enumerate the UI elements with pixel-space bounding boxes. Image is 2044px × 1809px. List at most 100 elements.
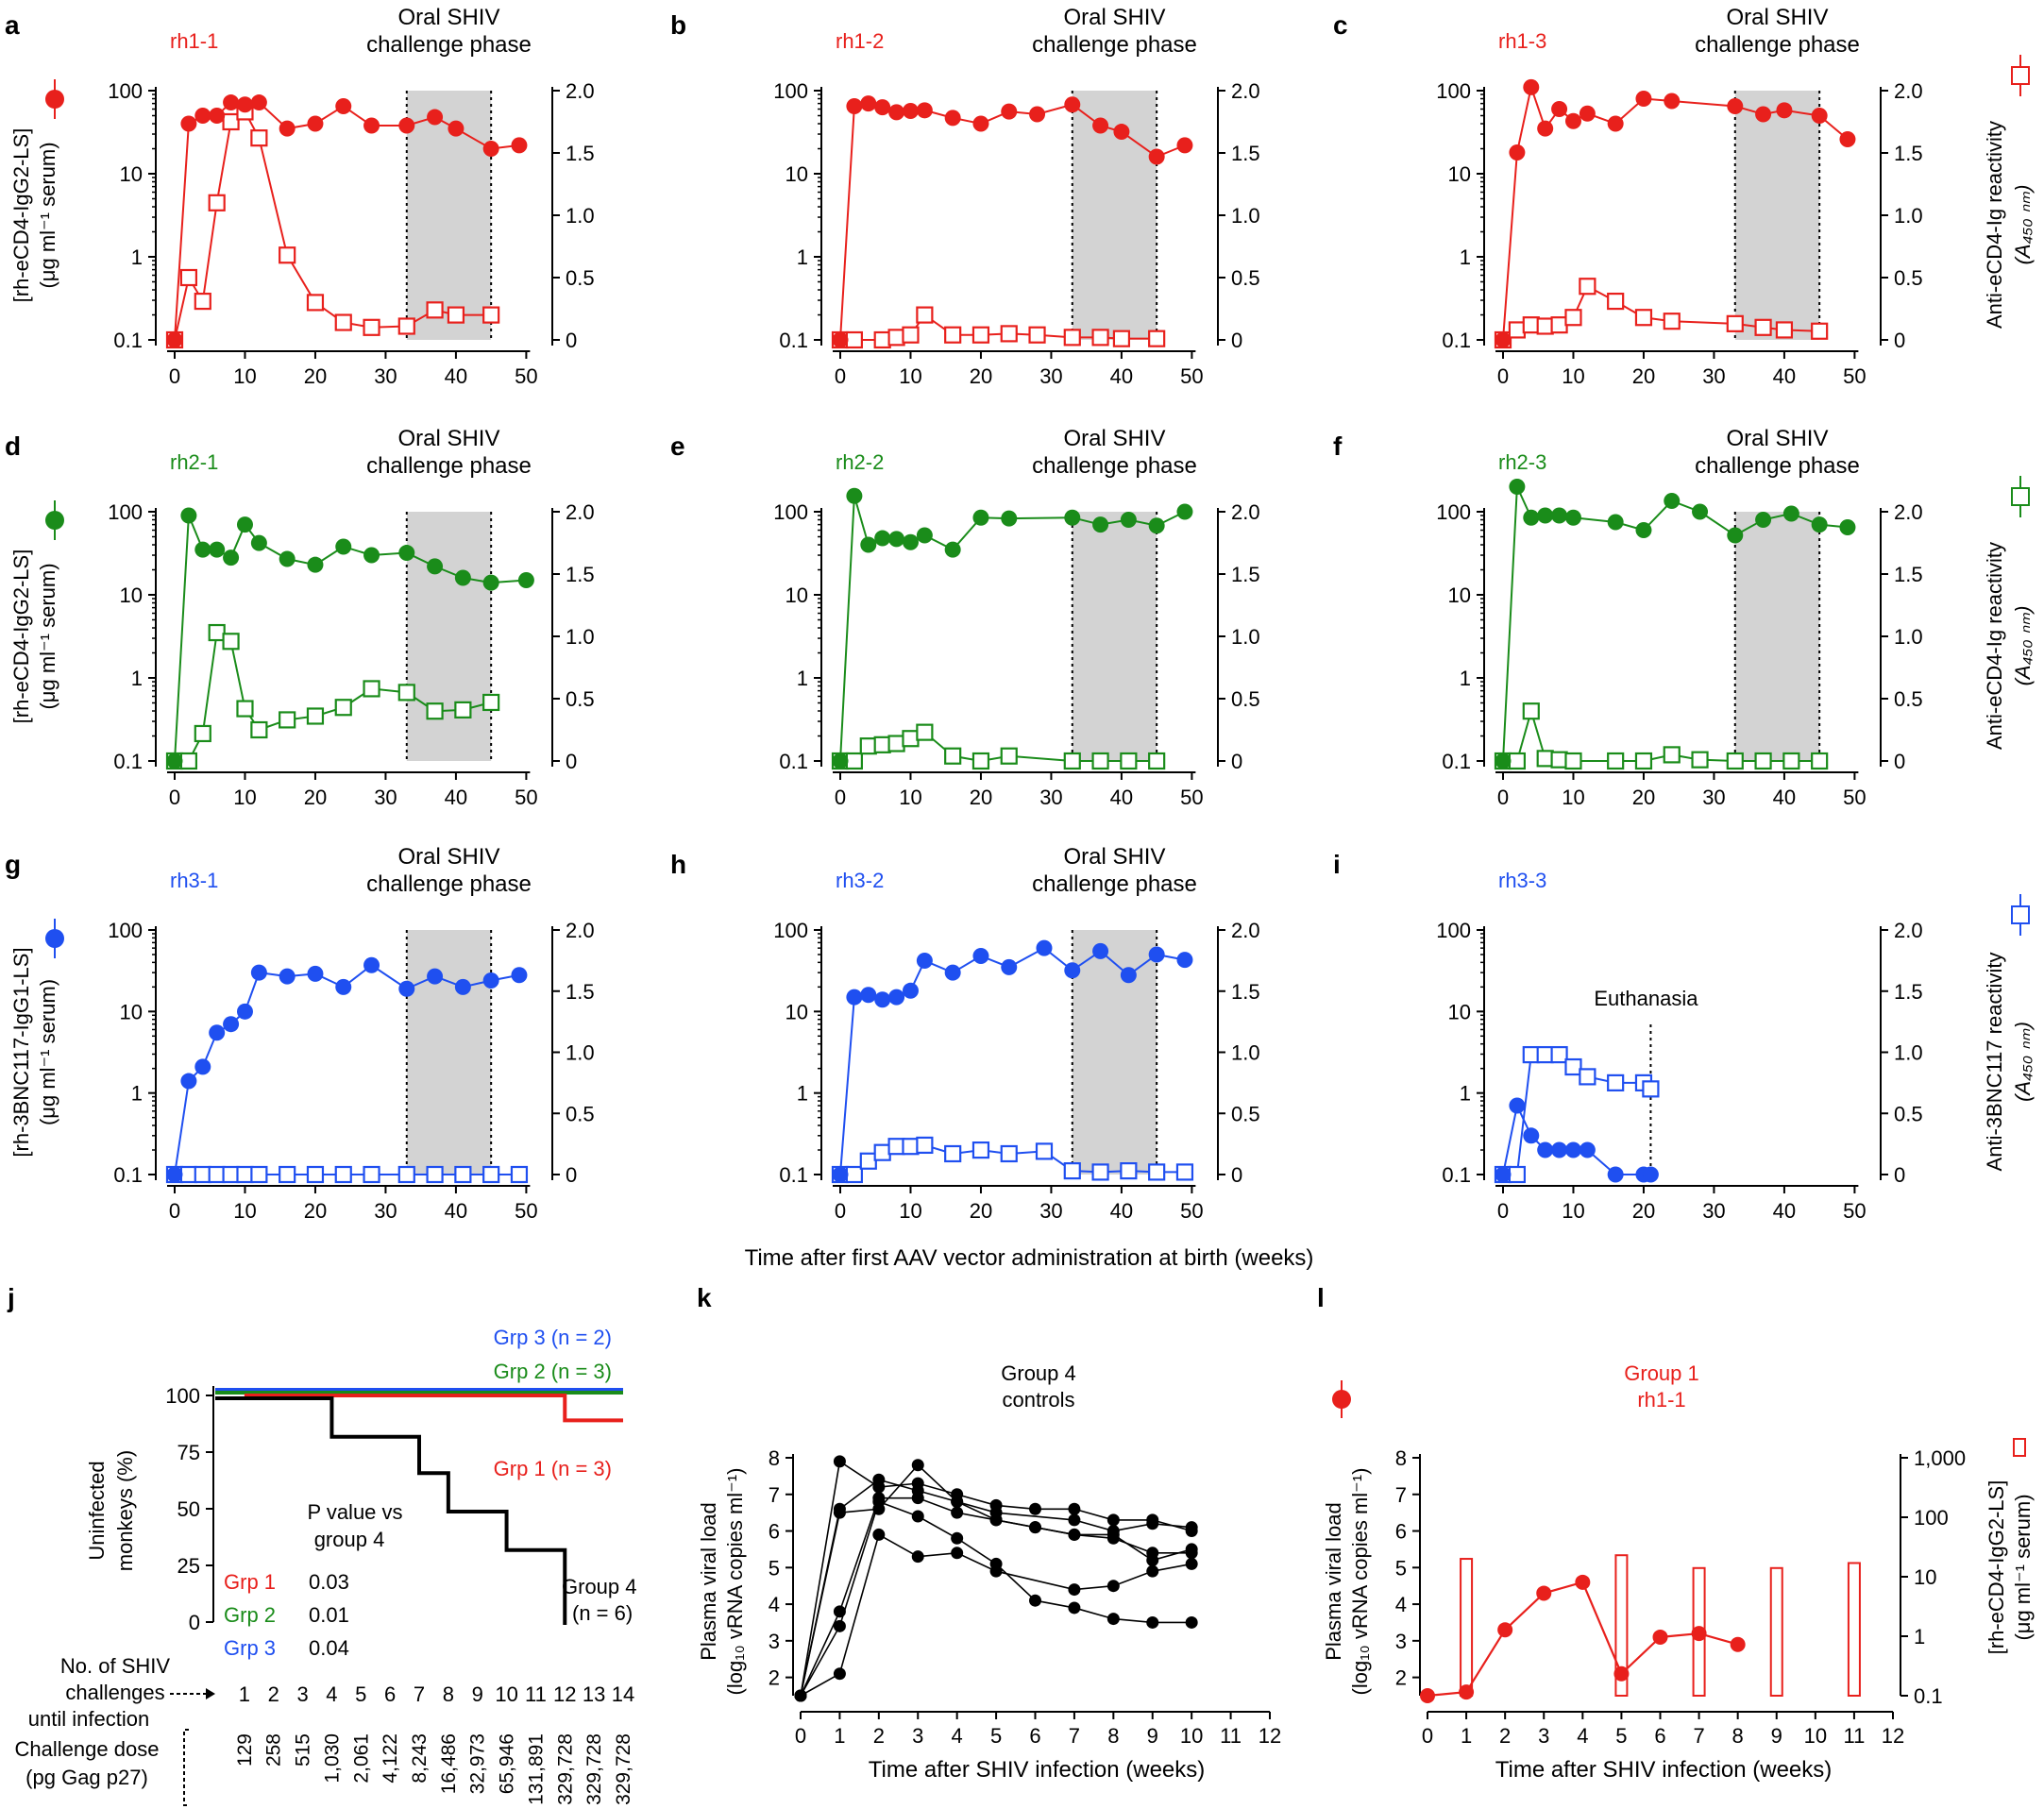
y2-tick-label: 0	[1231, 750, 1242, 773]
x-tick-label: 20	[304, 786, 327, 809]
viral-load-point	[1652, 1629, 1668, 1645]
point-absorbance	[1564, 1057, 1582, 1076]
concentration-bar	[1769, 1566, 1783, 1698]
point-absorbance	[1536, 1045, 1554, 1064]
point-concentration	[1148, 946, 1165, 963]
challenge-number: 1	[239, 1682, 250, 1706]
y-tick-label: 0.1	[113, 750, 143, 773]
point-concentration	[398, 980, 415, 997]
y-axis-title: (μg ml⁻¹ serum)	[36, 979, 59, 1125]
x-axis-title: Time after SHIV infection (weeks)	[869, 1757, 1206, 1783]
challenge-label: challenge phase	[366, 32, 532, 58]
point-absorbance	[916, 723, 934, 741]
point-absorbance	[1579, 278, 1596, 296]
y-tick-label: 100	[108, 79, 143, 103]
y2-tick-label: 1	[1914, 1625, 1925, 1648]
data-point	[911, 1550, 924, 1564]
point-concentration	[1523, 509, 1540, 526]
panel-title: rh1-1	[1637, 1388, 1685, 1412]
point-absorbance	[971, 752, 990, 770]
point-concentration	[1537, 507, 1554, 524]
point-concentration	[860, 536, 877, 553]
data-point	[833, 1502, 846, 1515]
point-concentration	[1001, 958, 1018, 975]
point-concentration	[874, 991, 891, 1008]
y-tick-label: 1	[797, 1082, 808, 1106]
point-concentration	[1495, 1166, 1512, 1183]
challenge-number: 9	[472, 1682, 483, 1706]
point-concentration	[1664, 93, 1681, 110]
point-absorbance	[334, 1165, 352, 1184]
data-point	[1068, 1583, 1081, 1597]
x-tick-label: 50	[1180, 364, 1203, 388]
point-concentration	[250, 534, 267, 551]
point-concentration	[1036, 939, 1053, 956]
dose-bracket	[183, 1729, 189, 1806]
point-concentration	[1551, 101, 1568, 118]
point-concentration	[1782, 505, 1799, 522]
challenge-number: 12	[553, 1682, 576, 1706]
pvalue-group: Grp 2	[224, 1603, 276, 1627]
challenge-label: challenge phase	[366, 453, 532, 479]
y-tick-label: 1	[131, 667, 143, 690]
y2-axis-title: Anti-3BNC117 reactivity	[1983, 953, 2006, 1172]
point-absorbance	[250, 1165, 268, 1184]
point-concentration	[209, 541, 226, 558]
y2-tick-label: 1.5	[1894, 142, 1923, 165]
x-tick-label: 40	[1110, 786, 1133, 809]
point-concentration	[1523, 1127, 1540, 1144]
point-concentration	[1523, 78, 1540, 95]
x-tick-label: 0	[835, 1199, 846, 1223]
point-absorbance	[1112, 330, 1131, 347]
x-tick-label: 3	[1538, 1724, 1549, 1748]
point-concentration	[1509, 1097, 1526, 1114]
point-concentration	[1001, 103, 1018, 120]
panel-letter: i	[1333, 850, 1341, 879]
dose-value: 4,122	[380, 1733, 401, 1784]
data-point	[794, 1689, 807, 1702]
challenge-shade	[1072, 930, 1157, 1175]
challenge-number: 10	[495, 1682, 517, 1706]
y2-tick-label: 100	[1914, 1506, 1949, 1530]
point-absorbance	[1120, 1162, 1138, 1180]
point-concentration	[972, 948, 989, 965]
challenge-number: 5	[355, 1682, 366, 1706]
x-tick-label: 10	[1562, 786, 1584, 809]
point-absorbance	[363, 318, 380, 336]
point-concentration	[194, 1058, 211, 1075]
y2-tick-label: 0	[1894, 329, 1905, 352]
point-concentration	[1642, 1166, 1659, 1183]
point-absorbance	[944, 747, 962, 765]
data-point	[951, 1547, 964, 1560]
point-absorbance	[887, 329, 905, 347]
y2-tick-label: 1.0	[1231, 204, 1260, 228]
point-concentration	[1551, 1141, 1568, 1158]
y2-tick-label: 1.0	[566, 1041, 595, 1065]
y2-tick-label: 0.5	[1231, 266, 1260, 290]
point-absorbance	[1607, 1074, 1625, 1091]
series-line-concentration	[174, 964, 520, 1175]
point-concentration	[1176, 952, 1193, 969]
dose-value: 329,728	[613, 1733, 634, 1805]
x-tick-label: 50	[1843, 364, 1866, 388]
panel-letter: d	[5, 431, 21, 461]
legend-marker-square	[2011, 66, 2030, 85]
dose-value: 8,243	[409, 1733, 431, 1784]
point-absorbance	[1607, 752, 1625, 770]
y-axis-title: (log₁₀ vRNA copies ml⁻¹)	[723, 1468, 747, 1696]
y-tick-label: 1	[1460, 667, 1471, 690]
concentration-bar	[1460, 1558, 1474, 1698]
y-tick-label: 10	[1448, 583, 1471, 607]
x-axis-title: Time after SHIV infection (weeks)	[1495, 1757, 1833, 1783]
point-concentration	[482, 141, 499, 158]
y-tick-label: 100	[773, 79, 808, 103]
point-absorbance	[510, 1165, 529, 1184]
point-absorbance	[236, 700, 254, 718]
y-tick-label: 100	[1436, 79, 1471, 103]
point-absorbance	[1028, 326, 1046, 344]
point-absorbance	[194, 292, 211, 311]
point-concentration	[1564, 509, 1581, 526]
point-absorbance	[1508, 1165, 1526, 1184]
